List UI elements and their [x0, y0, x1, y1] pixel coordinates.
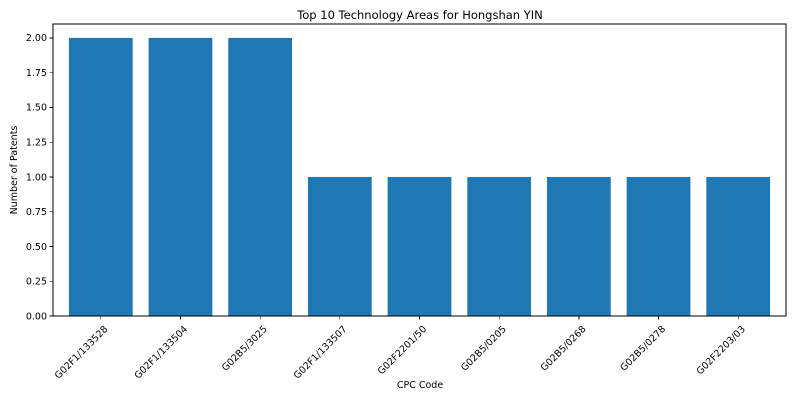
y-tick-label: 2.00 — [26, 33, 47, 44]
bars-layer — [69, 38, 770, 316]
y-axis-ticks: 0.00 0.25 0.50 0.75 1.00 1.25 1.50 1.75 2.00 — [26, 33, 53, 322]
bar-G02B5/3025 — [228, 38, 292, 316]
x-tick-label: G02F1/133528 — [53, 324, 111, 382]
bar-G02B5/0268 — [547, 177, 611, 316]
bar-G02F1/133528 — [69, 38, 133, 316]
y-tick-label: 0.00 — [26, 311, 47, 322]
bar-G02B5/0278 — [627, 177, 691, 316]
x-tick-label: G02F2201/50 — [376, 324, 429, 377]
bar-G02F2203/03 — [706, 177, 770, 316]
x-tick-label: G02F1/133504 — [133, 324, 191, 382]
x-tick-label: G02B5/0278 — [618, 324, 668, 374]
y-tick-label: 0.25 — [26, 277, 47, 288]
y-tick-label: 1.75 — [26, 68, 47, 79]
x-tick-label: G02F2203/03 — [695, 324, 748, 377]
chart-title: Top 10 Technology Areas for Hongshan YIN — [296, 8, 543, 22]
y-axis-label: Number of Patents — [9, 126, 20, 215]
y-tick-label: 1.00 — [26, 172, 47, 183]
bar-G02F1/133507 — [308, 177, 372, 316]
x-tick-label: G02B5/3025 — [220, 324, 270, 374]
y-tick-label: 0.75 — [26, 207, 47, 218]
x-tick-label: G02B5/0268 — [539, 324, 589, 374]
x-tick-label: G02B5/0205 — [459, 324, 509, 374]
x-axis-ticks: G02F1/133528 G02F1/133504 G02B5/3025 G02F1/… — [53, 316, 748, 381]
bar-G02B5/0205 — [467, 177, 531, 316]
y-tick-label: 1.50 — [26, 103, 47, 114]
y-tick-label: 1.25 — [26, 137, 47, 148]
x-tick-label: G02F1/133507 — [292, 324, 350, 382]
y-tick-label: 0.50 — [26, 242, 47, 253]
bar-G02F2201/50 — [388, 177, 452, 316]
bar-G02F1/133504 — [149, 38, 213, 316]
x-axis-label: CPC Code — [397, 380, 443, 391]
